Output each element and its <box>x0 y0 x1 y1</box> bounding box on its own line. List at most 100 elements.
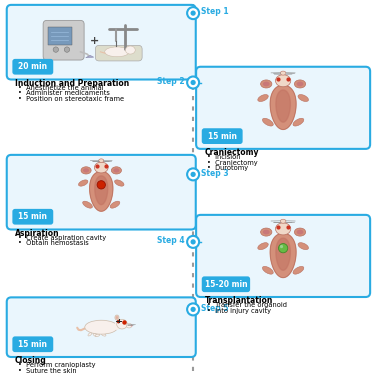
Circle shape <box>187 168 199 180</box>
FancyBboxPatch shape <box>48 27 72 45</box>
Circle shape <box>187 7 199 19</box>
FancyBboxPatch shape <box>12 209 53 225</box>
Ellipse shape <box>116 316 118 319</box>
Text: Transplantation: Transplantation <box>204 296 273 305</box>
Ellipse shape <box>81 167 91 174</box>
Polygon shape <box>270 85 296 129</box>
Ellipse shape <box>294 80 306 88</box>
FancyBboxPatch shape <box>202 128 243 144</box>
Ellipse shape <box>262 118 273 126</box>
FancyBboxPatch shape <box>43 20 84 60</box>
Ellipse shape <box>258 243 268 250</box>
Ellipse shape <box>125 46 135 54</box>
Ellipse shape <box>297 230 303 234</box>
Circle shape <box>187 236 199 248</box>
Circle shape <box>279 243 288 253</box>
Ellipse shape <box>280 71 286 75</box>
Text: Step 1: Step 1 <box>201 8 229 16</box>
Circle shape <box>97 181 105 189</box>
Ellipse shape <box>95 334 100 336</box>
Text: 15 min: 15 min <box>208 132 237 141</box>
Text: 20 min: 20 min <box>18 62 47 71</box>
Circle shape <box>117 320 120 323</box>
Circle shape <box>280 245 283 248</box>
Text: •  Perform cranioplasty: • Perform cranioplasty <box>18 362 96 368</box>
Text: Closing: Closing <box>15 356 47 365</box>
FancyBboxPatch shape <box>7 297 196 357</box>
Text: •  Anesthetize the animal: • Anesthetize the animal <box>18 85 104 91</box>
Text: •  Position on stereotaxic frame: • Position on stereotaxic frame <box>18 96 124 102</box>
Polygon shape <box>276 90 290 122</box>
Text: Induction and Preparation: Induction and Preparation <box>15 79 129 88</box>
Ellipse shape <box>102 333 106 336</box>
Text: Step 5: Step 5 <box>201 304 229 313</box>
FancyBboxPatch shape <box>12 59 53 75</box>
Ellipse shape <box>99 159 104 162</box>
Ellipse shape <box>263 230 270 234</box>
Text: •  Craniectomy: • Craniectomy <box>207 160 258 166</box>
Ellipse shape <box>262 266 273 274</box>
Text: 15 min: 15 min <box>18 340 47 349</box>
Circle shape <box>190 172 196 177</box>
FancyBboxPatch shape <box>202 276 250 292</box>
Ellipse shape <box>298 94 309 102</box>
Polygon shape <box>90 171 113 211</box>
Circle shape <box>64 47 70 52</box>
Ellipse shape <box>293 118 304 126</box>
Text: •  Transfer the organoid: • Transfer the organoid <box>207 302 287 308</box>
Text: •  into injury cavity: • into injury cavity <box>207 308 272 314</box>
Ellipse shape <box>83 168 89 172</box>
Text: +: + <box>90 36 99 46</box>
Text: •  Suture the skin: • Suture the skin <box>18 368 76 374</box>
Ellipse shape <box>88 333 92 336</box>
Ellipse shape <box>126 323 132 328</box>
Ellipse shape <box>117 320 128 329</box>
Circle shape <box>130 325 133 327</box>
Ellipse shape <box>93 333 97 336</box>
FancyBboxPatch shape <box>7 155 196 230</box>
Polygon shape <box>270 233 296 278</box>
Text: Step 2: Step 2 <box>157 77 185 86</box>
Ellipse shape <box>114 322 120 330</box>
FancyBboxPatch shape <box>7 5 196 80</box>
Circle shape <box>187 76 199 88</box>
Polygon shape <box>86 56 94 58</box>
Ellipse shape <box>110 201 120 208</box>
Ellipse shape <box>105 47 129 57</box>
Text: Aspiration: Aspiration <box>15 229 60 238</box>
Circle shape <box>53 47 58 52</box>
Ellipse shape <box>94 162 108 173</box>
Ellipse shape <box>263 81 270 86</box>
Text: Step 3: Step 3 <box>201 169 229 178</box>
Ellipse shape <box>261 228 272 236</box>
FancyBboxPatch shape <box>12 336 53 352</box>
Ellipse shape <box>258 94 268 102</box>
Ellipse shape <box>297 81 303 86</box>
Ellipse shape <box>276 223 291 235</box>
Text: •  Durotomy: • Durotomy <box>207 165 249 171</box>
Text: Step 4: Step 4 <box>157 236 185 245</box>
Ellipse shape <box>293 266 304 274</box>
Ellipse shape <box>115 315 119 320</box>
Ellipse shape <box>280 219 286 223</box>
Ellipse shape <box>261 80 272 88</box>
Ellipse shape <box>111 167 122 174</box>
Text: 15-20 min: 15-20 min <box>205 280 247 289</box>
Text: •  Incision: • Incision <box>207 154 241 160</box>
Ellipse shape <box>276 75 291 87</box>
Circle shape <box>190 307 196 312</box>
Polygon shape <box>276 238 290 270</box>
Ellipse shape <box>82 201 92 208</box>
Text: •  Create aspiration cavity: • Create aspiration cavity <box>18 235 106 241</box>
Text: •  Obtain hemostasis: • Obtain hemostasis <box>18 240 89 246</box>
Circle shape <box>190 10 196 16</box>
Ellipse shape <box>294 228 306 236</box>
Ellipse shape <box>78 180 88 186</box>
Text: 15 min: 15 min <box>18 212 47 221</box>
Text: •  Administer medicaments: • Administer medicaments <box>18 90 110 96</box>
Text: Craniectomy: Craniectomy <box>204 148 259 157</box>
FancyBboxPatch shape <box>196 67 370 149</box>
Polygon shape <box>95 176 108 205</box>
Ellipse shape <box>298 243 309 250</box>
Circle shape <box>187 303 199 315</box>
